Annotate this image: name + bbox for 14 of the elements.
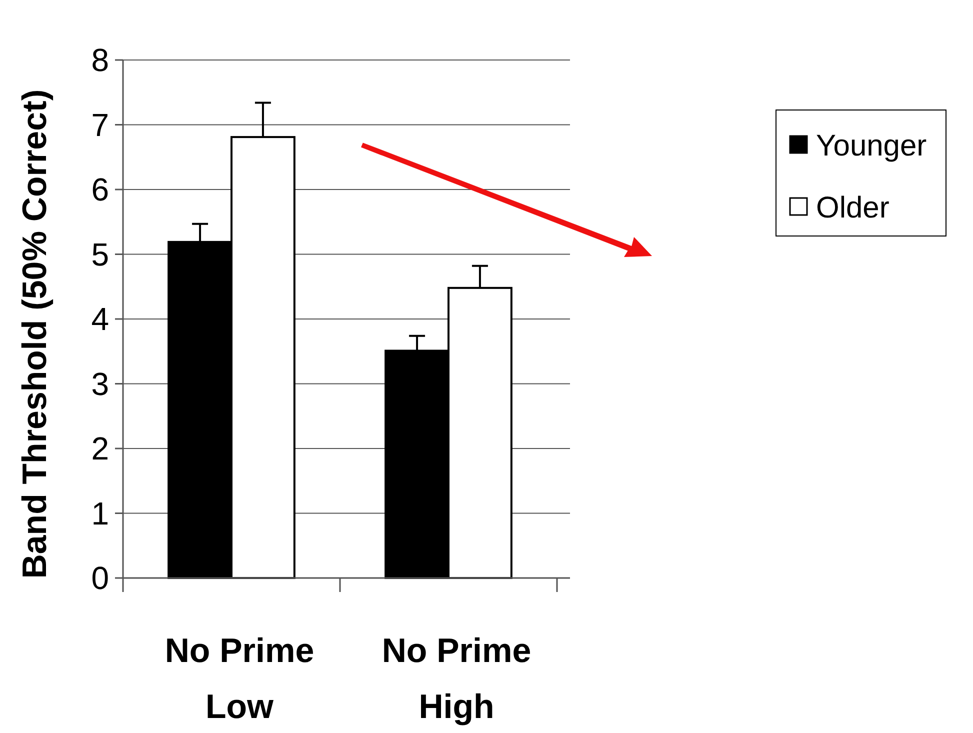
- y-tick-label: 2: [91, 430, 109, 467]
- legend-label: Younger: [816, 130, 927, 162]
- y-tick-label: 8: [91, 42, 109, 78]
- y-tick-label: 6: [91, 172, 109, 208]
- y-tick-label: 5: [91, 236, 109, 272]
- y-tick-label: 0: [91, 560, 109, 596]
- legend-label: Older: [816, 192, 890, 224]
- y-tick-label: 1: [91, 495, 109, 532]
- x-tick-label: No Prime Low: [164, 632, 314, 726]
- x-tick-label: No Prime High: [382, 632, 532, 726]
- y-tick-label: 3: [91, 366, 109, 402]
- y-axis-title: Band Threshold (50% Correct): [16, 89, 54, 579]
- y-tick-label: 7: [91, 106, 109, 143]
- y-tick-label: 4: [91, 301, 109, 338]
